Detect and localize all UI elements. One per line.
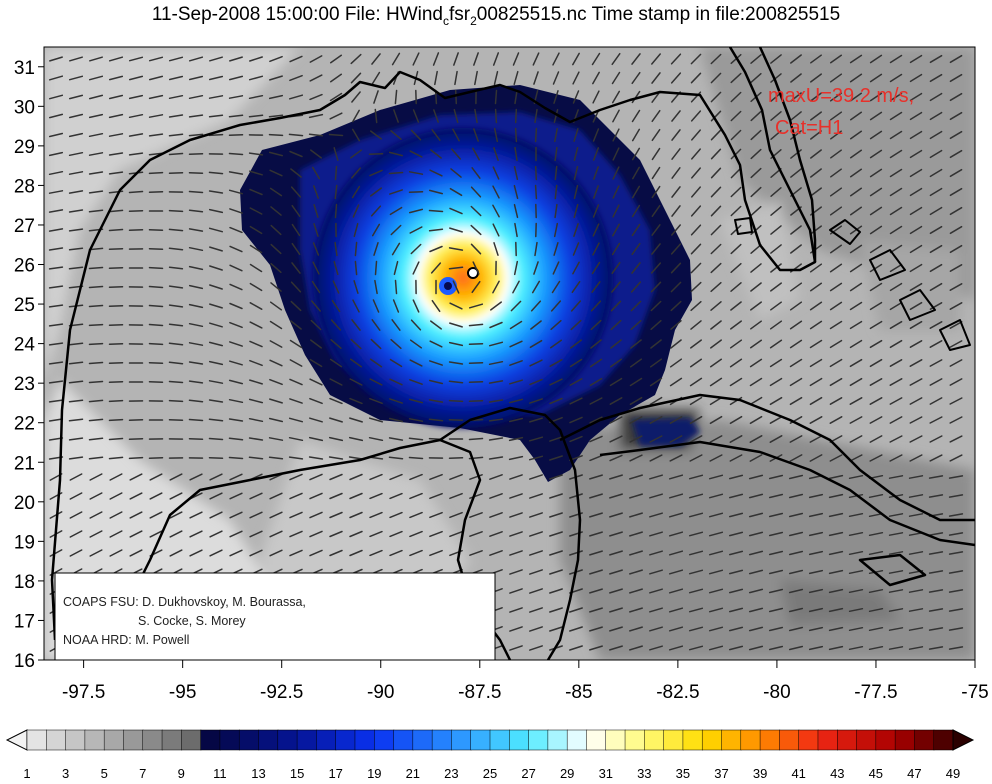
title-subscript-2: 2 — [470, 13, 477, 28]
y-tick-label: 29 — [14, 137, 35, 158]
gulf-isolated-patch — [632, 418, 700, 446]
title-file-mid: fsr — [449, 4, 471, 25]
x-tick-label: -95 — [169, 682, 196, 703]
credit-line-3: NOAA HRD: M. Powell — [63, 633, 190, 647]
coastline-cuba — [559, 393, 975, 522]
y-tick-label: 24 — [14, 335, 36, 356]
storm-eye-center — [444, 282, 452, 290]
x-tick-label: -92.5 — [260, 682, 303, 703]
title-subscript-c: c — [443, 13, 449, 28]
coastline-jamaica — [858, 553, 927, 587]
y-tick-label: 25 — [14, 295, 35, 316]
category-label: Cat=H1 — [775, 117, 843, 139]
y-tick-label: 26 — [14, 256, 35, 277]
credit-line-2: S. Cocke, S. Morey — [138, 614, 246, 628]
y-tick-label: 17 — [14, 611, 35, 632]
y-tick-label: 31 — [14, 58, 35, 79]
title-date: 11-Sep-2008 15:00:00 — [151, 4, 340, 25]
coastline-yucatan — [439, 406, 582, 660]
credit-line-1: COAPS FSU: D. Dukhovskoy, M. Bourassa, — [63, 595, 306, 609]
y-tick-label: 23 — [14, 374, 35, 395]
y-tick-label: 30 — [14, 97, 35, 118]
x-axis: -97.5 -95 -92.5 -90 -87.5 -85 -82.5 -80 -77.5 -75 — [62, 660, 989, 703]
x-tick-label: -97.5 — [62, 682, 105, 703]
x-tick-label: -77.5 — [854, 682, 897, 703]
title-file-suffix: 00825515.nc Time stamp in file:200825515 — [476, 4, 841, 25]
storm-core-gradient — [313, 128, 613, 428]
y-tick-label: 22 — [14, 414, 35, 435]
x-tick-label: -82.5 — [656, 682, 699, 703]
coastline-cuba-south — [599, 440, 975, 547]
coastline-us-gulf — [50, 47, 817, 641]
y-tick-label: 19 — [14, 532, 35, 553]
y-axis: 31 30 29 28 27 26 25 24 23 22 21 20 19 18 17 16 — [14, 58, 44, 672]
x-tick-label: -87.5 — [458, 682, 501, 703]
max-wind-label: maxU=39.2 m/s, — [768, 85, 914, 107]
plot-frame — [43, 46, 976, 661]
y-tick-label: 28 — [14, 176, 35, 197]
y-tick-label: 16 — [14, 651, 35, 672]
x-tick-label: -90 — [367, 682, 394, 703]
y-tick-label: 20 — [14, 493, 35, 514]
coastline-florida-east — [758, 47, 817, 262]
x-tick-label: -85 — [565, 682, 592, 703]
x-tick-label: -80 — [763, 682, 790, 703]
credit-box — [54, 572, 496, 661]
y-tick-label: 18 — [14, 572, 35, 593]
x-tick-label: -75 — [961, 682, 988, 703]
coastline-bahamas — [734, 217, 971, 351]
y-tick-label: 27 — [14, 216, 35, 237]
y-tick-label: 21 — [14, 453, 35, 474]
plot-title: 11-Sep-2008 15:00:00 File: HWindcfsr2008… — [0, 4, 992, 28]
wind-vectors — [48, 52, 964, 652]
title-file-prefix: File: HWind — [344, 4, 443, 25]
